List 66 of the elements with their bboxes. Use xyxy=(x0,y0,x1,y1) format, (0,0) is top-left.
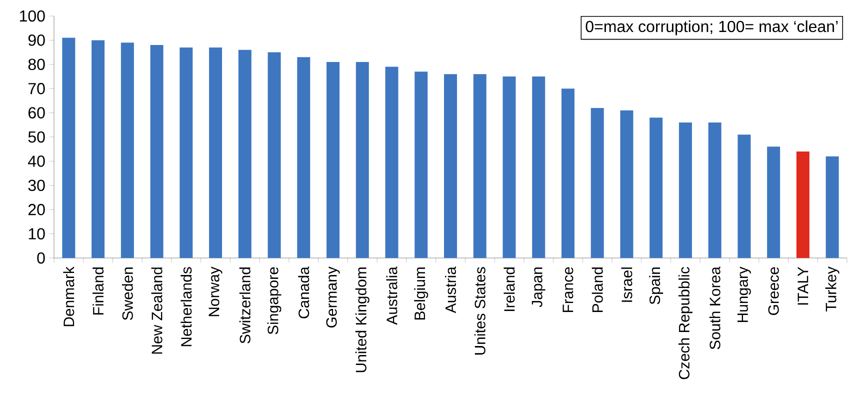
x-tick-label: United Kingdom xyxy=(355,268,370,372)
bar xyxy=(209,47,222,258)
bar xyxy=(708,122,722,258)
y-tick-label: 90 xyxy=(28,34,45,46)
x-tick-label: Sweden xyxy=(122,268,133,320)
bar xyxy=(796,152,810,258)
x-tick-label: Unites States xyxy=(474,267,486,355)
y-tick-label: 70 xyxy=(28,82,45,94)
x-tick-label: Switzerland xyxy=(239,268,250,344)
bar xyxy=(738,134,751,258)
y-tick-label: 60 xyxy=(28,107,45,118)
x-tick-label: Belgium xyxy=(414,268,428,320)
bar xyxy=(532,76,546,258)
x-tick-label: Ireland xyxy=(504,268,515,312)
x-tick-label: South Korea xyxy=(709,266,720,350)
y-tick-label: 20 xyxy=(28,204,45,216)
x-tick-label: Spain xyxy=(649,268,664,304)
bar xyxy=(385,66,398,258)
y-tick-label: 80 xyxy=(28,58,45,70)
x-tick-label: Poland xyxy=(592,268,603,312)
annotation: 0=max corruption; 100= max ‘clean’ xyxy=(586,20,838,36)
bar xyxy=(150,45,164,258)
bar xyxy=(826,156,839,258)
x-tick-label: Finland xyxy=(92,268,104,314)
x-tick-label: New Zealand xyxy=(151,268,162,354)
bar xyxy=(92,40,105,258)
x-tick-label: Israel xyxy=(621,268,632,302)
y-tick-label: 10 xyxy=(28,228,45,240)
bar xyxy=(473,74,486,258)
bar xyxy=(297,57,310,258)
bar xyxy=(561,88,574,258)
x-tick-label: Greece xyxy=(768,267,779,315)
x-tick-label: Canada xyxy=(298,266,310,318)
x-tick-label: Germany xyxy=(326,266,340,328)
x-tick-label: Austria xyxy=(444,266,456,314)
bar xyxy=(620,110,634,258)
x-tick-label: Czech Repubblic xyxy=(678,266,692,380)
y-tick-label: 100 xyxy=(20,10,45,22)
bar xyxy=(326,62,340,258)
y-tick-label: 40 xyxy=(28,156,45,167)
x-tick-label: Denmark xyxy=(63,266,74,326)
y-tick-label: 30 xyxy=(28,180,45,192)
y-tick-label: 0 xyxy=(37,252,45,264)
x-tick-label: France xyxy=(562,267,574,312)
x-tick-label: Hungary xyxy=(737,266,751,322)
x-tick-label: Australia xyxy=(386,266,398,325)
x-tick-label: Turkey xyxy=(825,266,840,312)
x-tick-label: Norway xyxy=(208,266,222,316)
bar xyxy=(414,72,428,258)
x-tick-label: ITALY xyxy=(798,266,808,305)
bar xyxy=(590,108,604,258)
bar xyxy=(268,52,281,258)
x-tick-label: Singapore xyxy=(267,267,282,334)
bar xyxy=(678,122,692,258)
bar xyxy=(502,76,516,258)
bar xyxy=(238,50,252,258)
bar xyxy=(650,118,663,258)
x-tick-label: Japan xyxy=(532,268,546,308)
bar xyxy=(120,42,134,258)
bar xyxy=(444,74,457,258)
x-tick-label: Netherlands xyxy=(180,267,192,346)
bar xyxy=(356,62,369,258)
bar xyxy=(62,38,76,258)
y-tick-label: 50 xyxy=(28,131,45,143)
bar xyxy=(767,146,780,258)
bar xyxy=(180,47,193,258)
